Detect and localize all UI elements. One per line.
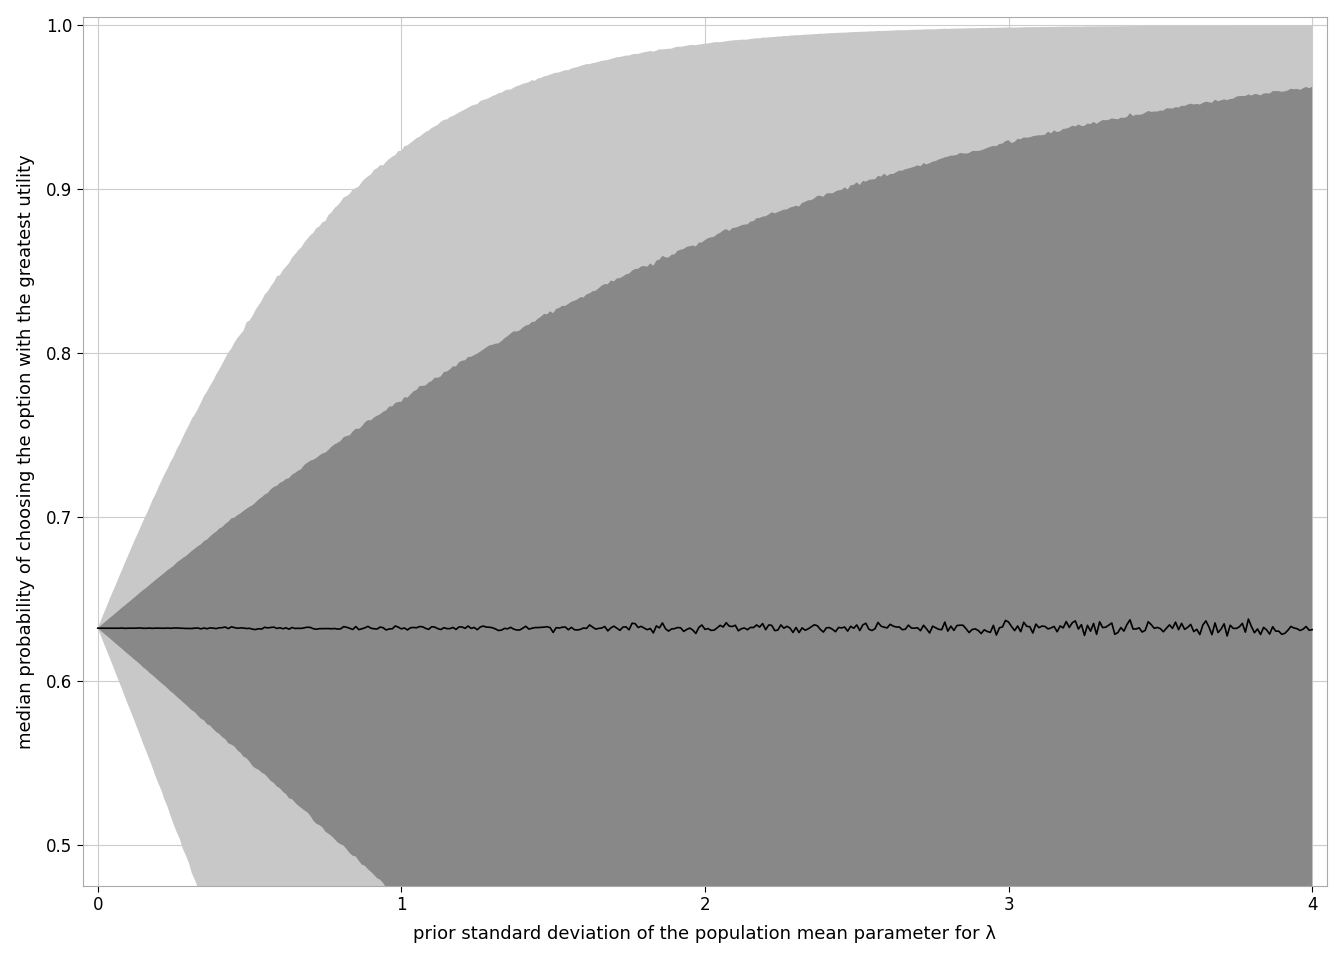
X-axis label: prior standard deviation of the population mean parameter for λ: prior standard deviation of the populati… [414, 925, 996, 944]
Y-axis label: median probability of choosing the option with the greatest utility: median probability of choosing the optio… [16, 154, 35, 749]
